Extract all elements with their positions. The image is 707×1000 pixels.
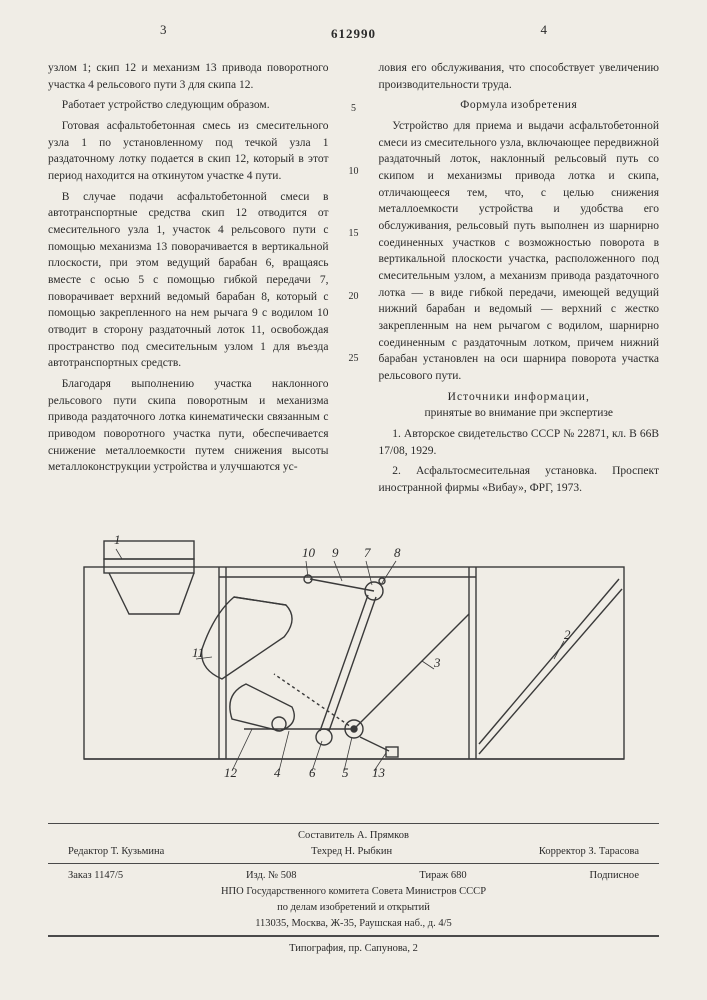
left-column: узлом 1; скип 12 и механизм 13 привода п… [48, 60, 329, 501]
footer-block: Составитель А. Прямков Редактор Т. Кузьм… [48, 823, 659, 937]
source-item: 2. Асфальтосмесительная установка. Просп… [379, 463, 660, 496]
source-item: 1. Авторское свидетельство СССР № 22871,… [379, 426, 660, 459]
page-number-left: 3 [160, 22, 167, 38]
sources-subtitle: принятые во внимание при экспертизе [379, 405, 660, 422]
subscription: Подписное [590, 868, 639, 884]
divider [48, 936, 659, 937]
line-num: 10 [349, 165, 359, 180]
patent-figure: 1 10 9 7 8 11 3 2 12 4 6 5 13 [74, 519, 634, 809]
footer-print-info: Заказ 1147/5 Изд. № 508 Тираж 680 Подпис… [48, 868, 659, 884]
order: Заказ 1147/5 [68, 868, 123, 884]
line-num: 5 [351, 102, 356, 117]
figure-label: 6 [309, 765, 316, 780]
document-number: 612990 [48, 26, 659, 42]
line-num: 25 [349, 352, 359, 367]
figure-label: 8 [394, 545, 401, 560]
figure-label: 4 [274, 765, 281, 780]
line-num: 15 [349, 227, 359, 242]
para: Устройство для приема и выдачи асфальтоб… [379, 118, 660, 385]
figure-label: 12 [224, 765, 238, 780]
techred: Техред Н. Рыбкин [311, 844, 392, 860]
para: ловия его обслуживания, что способствует… [379, 60, 660, 93]
figure-label: 2 [564, 627, 571, 642]
typography-line: Типография, пр. Сапунова, 2 [48, 943, 659, 954]
divider [48, 863, 659, 864]
corrector: Корректор З. Тарасова [539, 844, 639, 860]
para: Благодаря выполнению участка наклонного … [48, 376, 329, 476]
figure-label: 7 [364, 545, 371, 560]
figure-label: 11 [192, 645, 204, 660]
footer-credits: Редактор Т. Кузьмина Техред Н. Рыбкин Ко… [48, 844, 659, 860]
para: Работает устройство следующим образом. [48, 97, 329, 114]
line-number-gutter: 5 10 15 20 25 [347, 60, 361, 501]
figure-label: 10 [302, 545, 316, 560]
tirazh: Тираж 680 [419, 868, 466, 884]
figure-svg: 1 10 9 7 8 11 3 2 12 4 6 5 13 [74, 519, 634, 809]
figure-label: 5 [342, 765, 349, 780]
org-line-2: по делам изобретений и открытий [48, 900, 659, 916]
sources-title: Источники информации, [379, 389, 660, 406]
formula-title: Формула изобретения [379, 97, 660, 114]
figure-label: 9 [332, 545, 339, 560]
editor: Редактор Т. Кузьмина [68, 844, 164, 860]
text-columns: узлом 1; скип 12 и механизм 13 привода п… [48, 60, 659, 501]
figure-label: 3 [433, 655, 441, 670]
org-line-1: НПО Государственного комитета Совета Мин… [48, 884, 659, 900]
patent-page: 3 4 612990 узлом 1; скип 12 и механизм 1… [0, 0, 707, 1000]
line-num: 20 [349, 290, 359, 305]
page-number-right: 4 [541, 22, 548, 38]
right-column: ловия его обслуживания, что способствует… [379, 60, 660, 501]
figure-label: 13 [372, 765, 386, 780]
figure-label: 1 [114, 532, 121, 547]
para: узлом 1; скип 12 и механизм 13 привода п… [48, 60, 329, 93]
izd: Изд. № 508 [246, 868, 297, 884]
address: 113035, Москва, Ж-35, Раушская наб., д. … [48, 916, 659, 932]
compiled-by: Составитель А. Прямков [48, 828, 659, 844]
para: Готовая асфальтобетонная смесь из смесит… [48, 118, 329, 185]
para: В случае подачи асфальтобетонной смеси в… [48, 189, 329, 372]
